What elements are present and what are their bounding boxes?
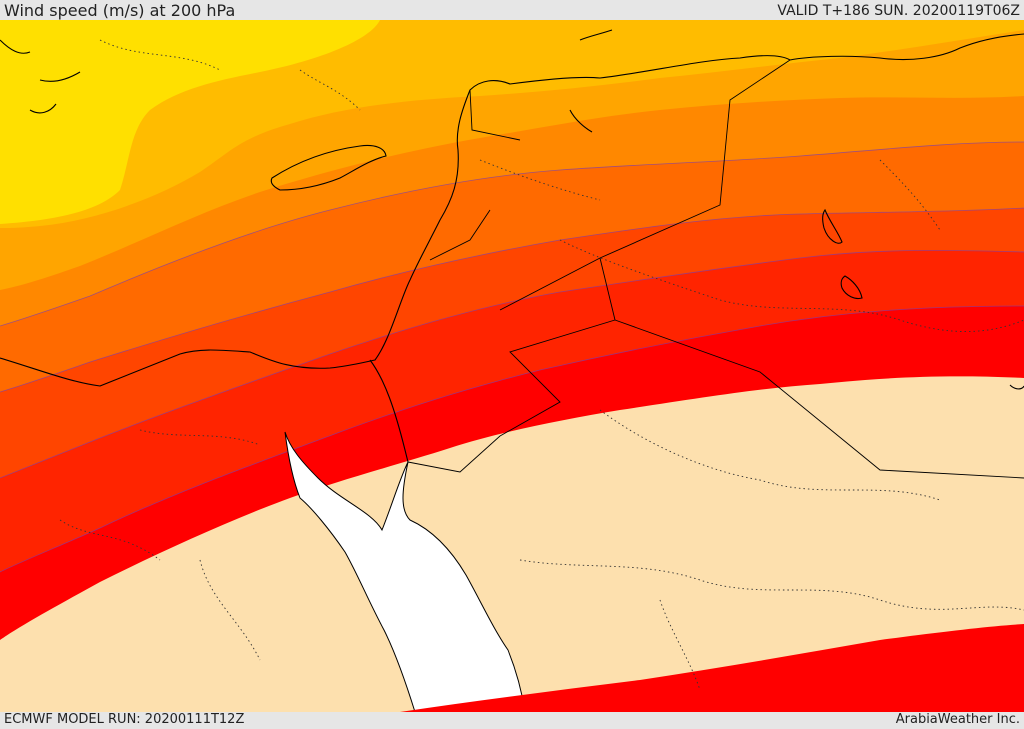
footer-bar: ECMWF MODEL RUN: 20200111T12Z ArabiaWeat…	[0, 712, 1024, 729]
red-sea	[284, 431, 526, 712]
map-title: Wind speed (m/s) at 200 hPa	[4, 1, 236, 20]
wind-speed-map	[0, 20, 1024, 712]
model-run: ECMWF MODEL RUN: 20200111T12Z	[4, 712, 245, 727]
country-borders	[407, 59, 1024, 479]
coastlines	[0, 29, 1024, 463]
wind-contours	[0, 141, 1024, 573]
southern-jet-band	[400, 624, 1024, 712]
band-1	[0, 20, 380, 224]
valid-time: VALID T+186 SUN. 20200119T06Z	[777, 3, 1020, 19]
credit-text: ArabiaWeather Inc.	[895, 712, 1020, 727]
admin-boundaries	[59, 39, 1024, 691]
header-bar: Wind speed (m/s) at 200 hPa VALID T+186 …	[0, 0, 1024, 20]
